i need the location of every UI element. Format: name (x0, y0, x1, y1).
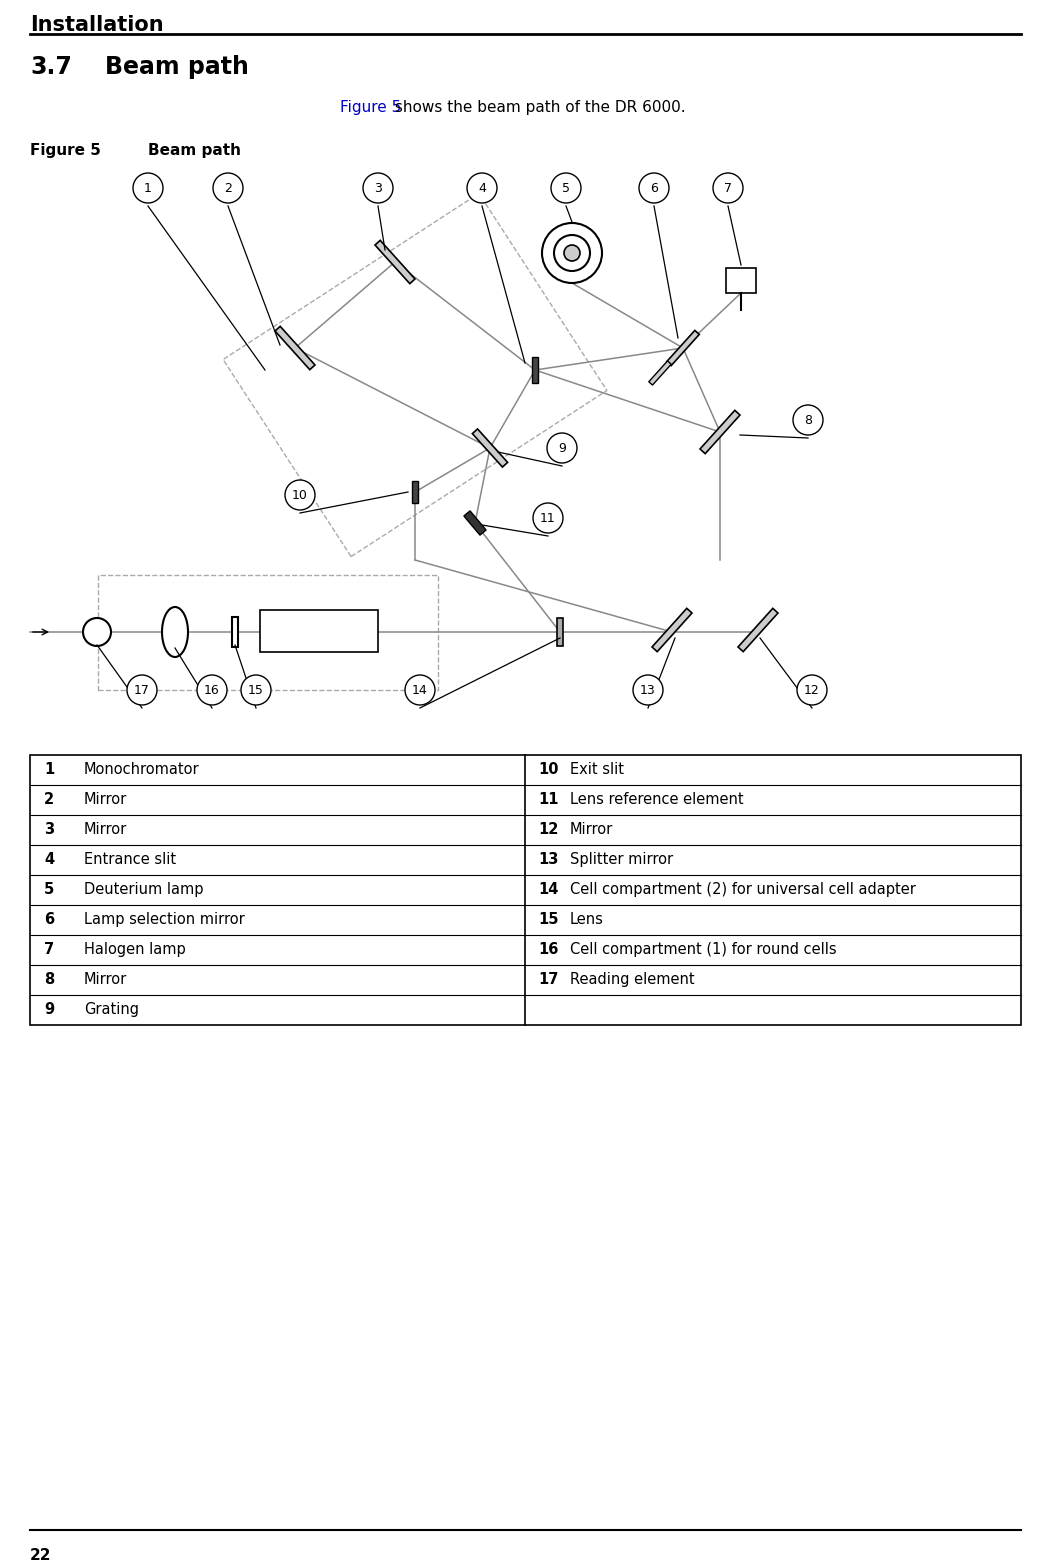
Circle shape (547, 432, 577, 464)
Circle shape (533, 503, 563, 532)
Text: 6: 6 (651, 181, 658, 195)
Text: Lens: Lens (570, 912, 604, 927)
Polygon shape (666, 331, 699, 365)
Text: 8: 8 (804, 414, 812, 426)
Text: Lens reference element: Lens reference element (570, 791, 744, 807)
Polygon shape (738, 609, 778, 651)
Circle shape (285, 479, 315, 510)
Text: 17: 17 (135, 684, 150, 696)
Text: 13: 13 (538, 852, 558, 866)
Text: 3.7: 3.7 (30, 55, 71, 80)
Text: 16: 16 (538, 941, 558, 957)
Text: Lamp selection mirror: Lamp selection mirror (84, 912, 245, 927)
Text: 17: 17 (538, 973, 558, 987)
Text: Figure 5: Figure 5 (30, 144, 101, 158)
Text: 5: 5 (562, 181, 570, 195)
Text: 9: 9 (558, 442, 565, 454)
Bar (30, 756, 1021, 1026)
Polygon shape (275, 326, 315, 370)
Text: 9: 9 (44, 1002, 54, 1018)
Text: Mirror: Mirror (84, 823, 127, 837)
Text: Grating: Grating (84, 1002, 139, 1018)
Text: Cell compartment (2) for universal cell adapter: Cell compartment (2) for universal cell … (570, 882, 915, 898)
Circle shape (713, 173, 743, 203)
Text: Reading element: Reading element (570, 973, 695, 987)
Circle shape (633, 674, 663, 706)
Polygon shape (557, 618, 563, 646)
Text: Figure 5: Figure 5 (341, 100, 401, 116)
Circle shape (639, 173, 669, 203)
Text: Splitter mirror: Splitter mirror (570, 852, 673, 866)
Text: 16: 16 (204, 684, 220, 696)
Polygon shape (463, 510, 487, 535)
Text: Entrance slit: Entrance slit (84, 852, 177, 866)
Polygon shape (232, 617, 238, 646)
Circle shape (467, 173, 497, 203)
Circle shape (133, 173, 163, 203)
Text: 13: 13 (640, 684, 656, 696)
Circle shape (213, 173, 243, 203)
Text: Deuterium lamp: Deuterium lamp (84, 882, 204, 898)
Text: 1: 1 (44, 762, 55, 777)
Circle shape (363, 173, 393, 203)
Text: 10: 10 (292, 489, 308, 501)
Text: Beam path: Beam path (105, 55, 249, 80)
Text: 11: 11 (540, 512, 556, 524)
Circle shape (797, 674, 827, 706)
Circle shape (564, 245, 580, 261)
Text: 7: 7 (724, 181, 731, 195)
Circle shape (127, 674, 157, 706)
Text: 3: 3 (44, 823, 54, 837)
Text: 10: 10 (538, 762, 558, 777)
Text: Installation: Installation (30, 16, 164, 34)
Circle shape (405, 674, 435, 706)
Polygon shape (472, 429, 508, 467)
Circle shape (241, 674, 271, 706)
Text: 22: 22 (30, 1549, 51, 1561)
Polygon shape (532, 357, 538, 382)
Polygon shape (375, 240, 415, 284)
Text: 6: 6 (44, 912, 54, 927)
Text: Halogen lamp: Halogen lamp (84, 941, 186, 957)
Polygon shape (652, 609, 692, 651)
Text: 4: 4 (478, 181, 486, 195)
Circle shape (197, 674, 227, 706)
Polygon shape (700, 411, 740, 454)
Circle shape (83, 618, 111, 646)
Polygon shape (648, 361, 672, 386)
Text: Monochromator: Monochromator (84, 762, 200, 777)
Text: 15: 15 (538, 912, 558, 927)
Text: 8: 8 (44, 973, 55, 987)
Bar (726, 268, 756, 293)
Bar (260, 610, 378, 652)
Text: Mirror: Mirror (570, 823, 613, 837)
Text: 11: 11 (538, 791, 558, 807)
Text: 12: 12 (538, 823, 558, 837)
Circle shape (794, 404, 823, 436)
Text: Mirror: Mirror (84, 791, 127, 807)
Text: 7: 7 (44, 941, 54, 957)
Text: 1: 1 (144, 181, 152, 195)
Text: shows the beam path of the DR 6000.: shows the beam path of the DR 6000. (390, 100, 685, 116)
Text: Beam path: Beam path (148, 144, 241, 158)
Polygon shape (412, 481, 418, 503)
Ellipse shape (162, 607, 188, 657)
Text: 15: 15 (248, 684, 264, 696)
Text: Mirror: Mirror (84, 973, 127, 987)
Text: 12: 12 (804, 684, 820, 696)
Text: 14: 14 (538, 882, 558, 898)
Text: 14: 14 (412, 684, 428, 696)
Text: 2: 2 (224, 181, 232, 195)
Text: 2: 2 (44, 791, 54, 807)
Text: Cell compartment (1) for round cells: Cell compartment (1) for round cells (570, 941, 837, 957)
Text: Exit slit: Exit slit (570, 762, 624, 777)
Bar (98, 574, 438, 690)
Text: 5: 5 (44, 882, 55, 898)
Circle shape (551, 173, 581, 203)
Text: 4: 4 (44, 852, 54, 866)
Text: 3: 3 (374, 181, 382, 195)
